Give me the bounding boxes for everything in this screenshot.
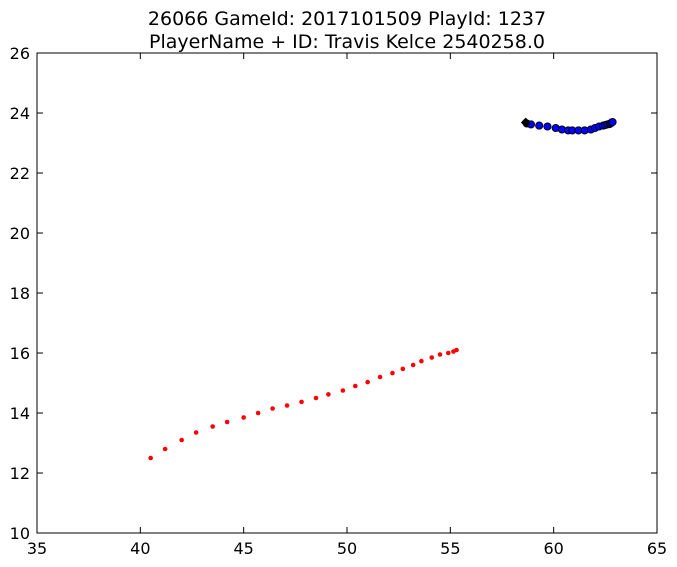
y-tick-label: 10 <box>10 524 30 543</box>
data-point-trajectory <box>255 410 261 416</box>
data-point-trajectory <box>313 395 319 401</box>
y-tick-label: 16 <box>10 344 30 363</box>
x-tick-label: 65 <box>647 539 667 558</box>
data-point-trajectory <box>419 358 424 364</box>
y-tick-label: 14 <box>10 404 30 423</box>
data-point-blue-points <box>608 117 617 127</box>
data-point-blue-points <box>543 122 552 131</box>
x-tick-label: 45 <box>233 539 253 558</box>
data-point-trajectory <box>270 406 275 411</box>
data-point-trajectory <box>179 437 184 443</box>
data-point-trajectory <box>400 366 406 372</box>
data-point-trajectory <box>437 352 443 357</box>
y-tick-label: 26 <box>10 44 30 63</box>
data-point-trajectory <box>454 347 459 353</box>
data-point-trajectory <box>352 383 358 389</box>
plot-frame <box>36 52 658 534</box>
x-tick-label: 35 <box>27 539 47 558</box>
data-point-trajectory <box>390 370 395 376</box>
data-points <box>148 117 617 461</box>
x-tick-label: 60 <box>543 539 563 558</box>
y-tick-label: 18 <box>10 284 30 303</box>
data-point-trajectory <box>299 399 304 405</box>
y-tick-label: 24 <box>10 104 30 123</box>
data-point-trajectory <box>377 374 383 380</box>
chart-title-line-2: PlayerName + ID: Travis Kelce 2540258.0 <box>149 31 545 53</box>
chart-title-line-1: 26066 GameId: 2017101509 PlayId: 1237 <box>148 8 546 30</box>
y-tick-label: 12 <box>10 464 30 483</box>
data-point-black-points <box>523 119 531 127</box>
data-point-trajectory <box>326 392 331 397</box>
data-point-trajectory <box>410 362 416 368</box>
data-point-trajectory <box>241 415 246 420</box>
data-point-trajectory <box>224 419 230 425</box>
data-point-trajectory <box>365 379 370 385</box>
data-point-trajectory <box>210 424 215 429</box>
y-tick-label: 20 <box>10 224 30 243</box>
data-point-trajectory <box>340 388 346 393</box>
x-tick-label: 50 <box>337 539 357 558</box>
data-point-trajectory <box>193 430 199 435</box>
data-point-trajectory <box>162 446 168 452</box>
data-point-trajectory <box>429 355 435 360</box>
x-tick-label: 55 <box>440 539 460 558</box>
data-point-trajectory <box>284 403 290 408</box>
x-tick-label: 40 <box>130 539 150 558</box>
data-point-trajectory <box>445 350 451 356</box>
data-point-blue-points <box>535 121 544 130</box>
y-tick-label: 22 <box>10 164 30 183</box>
axis-ticks: 35 40 45 50 55 60 65 10 12 14 16 18 20 22 24 26 <box>10 44 668 558</box>
data-point-trajectory <box>148 455 153 461</box>
